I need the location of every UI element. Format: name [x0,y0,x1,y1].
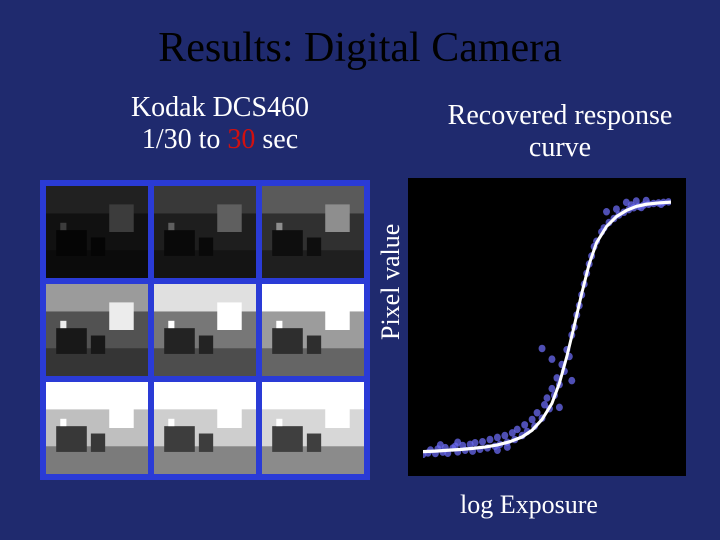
chart-plot-area [423,193,671,461]
exposure-range: 1/30 to 30 sec [70,124,370,156]
chart-ylabel: Pixel value [376,224,406,340]
exposure-unit: sec [255,124,298,155]
exposure-max: 30 [227,124,255,155]
exposure-thumb [46,186,148,278]
exposure-grid [40,180,370,480]
exposure-thumb [46,382,148,474]
exposure-min: 1/30 [142,124,192,155]
exposure-thumb [262,382,364,474]
exposure-thumb [154,186,256,278]
right-caption: Recovered response curve [415,100,705,164]
camera-model: Kodak DCS460 [70,92,370,124]
response-curve-chart [408,178,686,476]
exposure-thumb [154,382,256,474]
exposure-mid: to [192,124,228,155]
exposure-thumb [262,186,364,278]
left-caption: Kodak DCS460 1/30 to 30 sec [70,92,370,156]
exposure-thumb [46,284,148,376]
exposure-thumb [154,284,256,376]
exposure-thumb [262,284,364,376]
slide-title: Results: Digital Camera [0,24,720,72]
chart-xlabel: log Exposure [460,490,598,520]
